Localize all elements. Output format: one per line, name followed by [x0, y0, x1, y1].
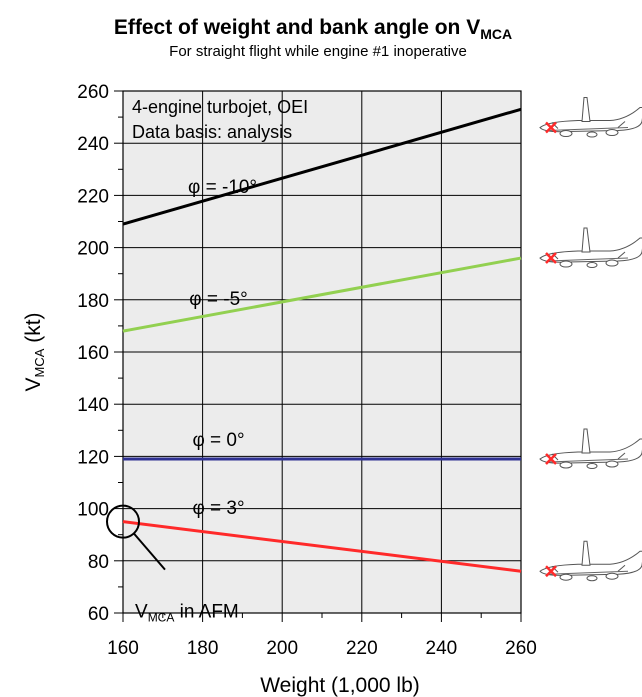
y-tick-label-60: 60: [88, 604, 109, 625]
x-tick-label-240: 240: [426, 638, 458, 659]
x-tick-label-160: 160: [107, 638, 139, 659]
aircraft-icon-bank-0: [539, 428, 642, 470]
y-tick-label-120: 120: [77, 447, 109, 468]
x-tick-label-200: 200: [266, 638, 298, 659]
y-tick-label-140: 140: [77, 395, 109, 416]
y-tick-label-260: 260: [77, 82, 109, 103]
y-tick-label-220: 220: [77, 186, 109, 207]
y-axis-label: VMCA (kt): [22, 312, 47, 391]
series-label-group-3: φ = 3°: [192, 498, 244, 519]
aircraft-icon-bank-minus-5: [539, 227, 642, 269]
y-tick-label-160: 160: [77, 343, 109, 364]
y-axis-label-subscript: MCA: [32, 348, 47, 377]
inoperative-engine-x-icon: [545, 121, 557, 134]
chart-title: Effect of weight and bank angle on VMCA: [114, 16, 512, 42]
y-axis-label-main: V: [22, 378, 45, 392]
series-label-0: φ = -10°: [188, 177, 257, 198]
series-line-1: [122, 256, 522, 333]
y-tick-label-180: 180: [77, 291, 109, 312]
aircraft-icon-bank-3: [539, 540, 642, 582]
series-line-3: [122, 520, 522, 573]
x-axis-label: Weight (1,000 lb): [260, 674, 420, 697]
y-tick-label-80: 80: [88, 552, 109, 573]
inoperative-engine-x-icon: [545, 252, 557, 264]
series-label-3: φ = 3°: [192, 498, 244, 519]
y-axis-label-suffix: (kt): [22, 312, 45, 348]
series-label-group-1: φ = -5°: [189, 289, 247, 310]
chart-title-main: Effect of weight and bank angle on V: [114, 16, 480, 39]
afm-marker-circle: [106, 504, 140, 539]
afm-marker-leader: [133, 532, 166, 571]
series-label-group-2: φ = 0°: [192, 430, 244, 451]
inoperative-engine-x-icon: [545, 453, 557, 465]
aircraft-icon-bank-minus-10: [539, 97, 642, 138]
inoperative-engine-x-icon: [545, 565, 557, 578]
y-tick-label-200: 200: [77, 239, 109, 260]
aircraft-icons: [539, 97, 642, 582]
x-tick-label-180: 180: [187, 638, 219, 659]
series-label-1: φ = -5°: [189, 289, 247, 310]
series-line-0: [122, 107, 522, 226]
x-tick-label-220: 220: [346, 638, 378, 659]
y-tick-label-100: 100: [77, 500, 109, 521]
afm-label-main: V: [135, 602, 148, 623]
annotation-0: 4-engine turbojet, OEI: [132, 97, 308, 117]
afm-label-suffix: in AFM: [174, 602, 238, 623]
series-label-2: φ = 0°: [192, 430, 244, 451]
chart-subtitle: For straight flight while engine #1 inop…: [169, 43, 467, 60]
series-label-group-0: φ = -10°: [188, 177, 257, 198]
annotation-1: Data basis: analysis: [132, 122, 292, 142]
chart-title-subscript: MCA: [480, 26, 512, 42]
plot-area: 60 80 100 120 140 160 180 200 220 240 260 160 180 200…: [77, 82, 537, 659]
x-tick-label-260: 260: [505, 638, 537, 659]
y-tick-label-240: 240: [77, 134, 109, 155]
afm-label-subscript: MCA: [148, 611, 175, 625]
afm-marker-label: VMCA in AFM: [135, 602, 239, 625]
